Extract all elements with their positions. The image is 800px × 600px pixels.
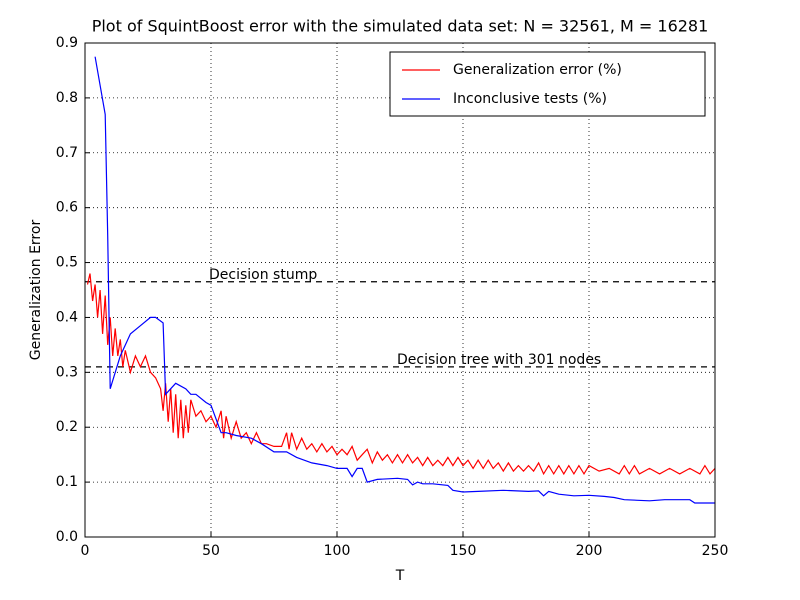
y-tick-label: 0.4	[56, 309, 78, 325]
reference-label: Decision tree with 301 nodes	[397, 352, 601, 368]
y-tick-label: 0.9	[56, 35, 78, 51]
y-tick-label: 0.7	[56, 145, 78, 161]
y-tick-label: 0.3	[56, 364, 78, 380]
y-tick-label: 0.8	[56, 90, 78, 106]
x-tick-label: 150	[450, 543, 477, 559]
y-tick-label: 0.2	[56, 419, 78, 435]
y-tick-label: 0.0	[56, 529, 78, 545]
x-axis-label: T	[395, 568, 405, 584]
reference-label: Decision stump	[209, 267, 317, 283]
y-tick-label: 0.5	[56, 255, 78, 271]
y-tick-label: 0.6	[56, 200, 78, 216]
y-tick-label: 0.1	[56, 474, 78, 490]
plot-frame	[84, 42, 716, 538]
series-line	[94, 56, 715, 504]
legend-label: Generalization error (%)	[453, 62, 622, 78]
chart-title: Plot of SquintBoost error with the simul…	[92, 17, 709, 36]
legend-box	[389, 51, 706, 117]
legend-label: Inconclusive tests (%)	[453, 91, 607, 107]
x-tick-label: 50	[202, 543, 220, 559]
series-line	[86, 273, 716, 476]
x-tick-label: 100	[324, 543, 351, 559]
x-tick-label: 200	[576, 543, 603, 559]
x-tick-label: 0	[81, 543, 90, 559]
y-axis-label: Generalization Error	[28, 220, 44, 361]
x-tick-label: 250	[702, 543, 729, 559]
